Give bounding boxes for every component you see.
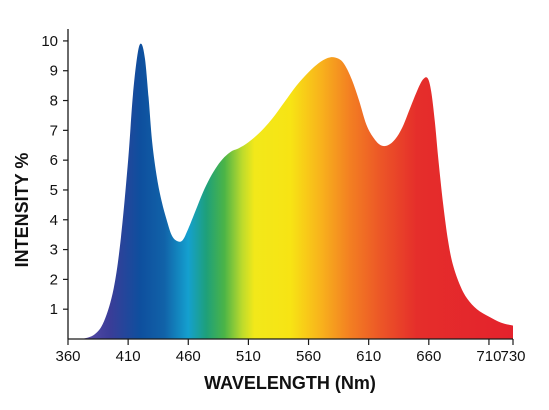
y-tick-label: 9 <box>50 63 58 80</box>
y-tick-label: 1 <box>50 301 58 318</box>
y-tick-label: 4 <box>50 212 58 229</box>
x-tick-label: 660 <box>416 348 441 365</box>
y-tick-label: 7 <box>50 122 58 139</box>
y-tick-label: 2 <box>50 271 58 288</box>
x-tick-label: 610 <box>356 348 381 365</box>
y-tick-label: 6 <box>50 152 58 169</box>
x-tick-label: 560 <box>296 348 321 365</box>
y-tick-label: 10 <box>41 33 58 50</box>
y-tick-label: 8 <box>50 93 58 110</box>
x-tick-label: 510 <box>236 348 261 365</box>
x-axis-ticks: 360 410 460 510 560 610 660 710 730 <box>55 339 526 365</box>
x-tick-label: 360 <box>55 348 80 365</box>
x-tick-label: 730 <box>500 348 525 365</box>
y-tick-label: 3 <box>50 242 58 259</box>
x-tick-label: 460 <box>176 348 201 365</box>
y-axis-ticks: 1 2 3 4 5 6 7 8 9 10 <box>41 33 68 318</box>
x-axis-title: WAVELENGTH (Nm) <box>204 373 376 393</box>
y-axis-title: INTENSITY % <box>12 153 32 268</box>
x-tick-label: 410 <box>116 348 141 365</box>
x-tick-label: 710 <box>476 348 501 365</box>
spectrum-area <box>82 43 514 340</box>
y-tick-label: 5 <box>50 182 58 199</box>
